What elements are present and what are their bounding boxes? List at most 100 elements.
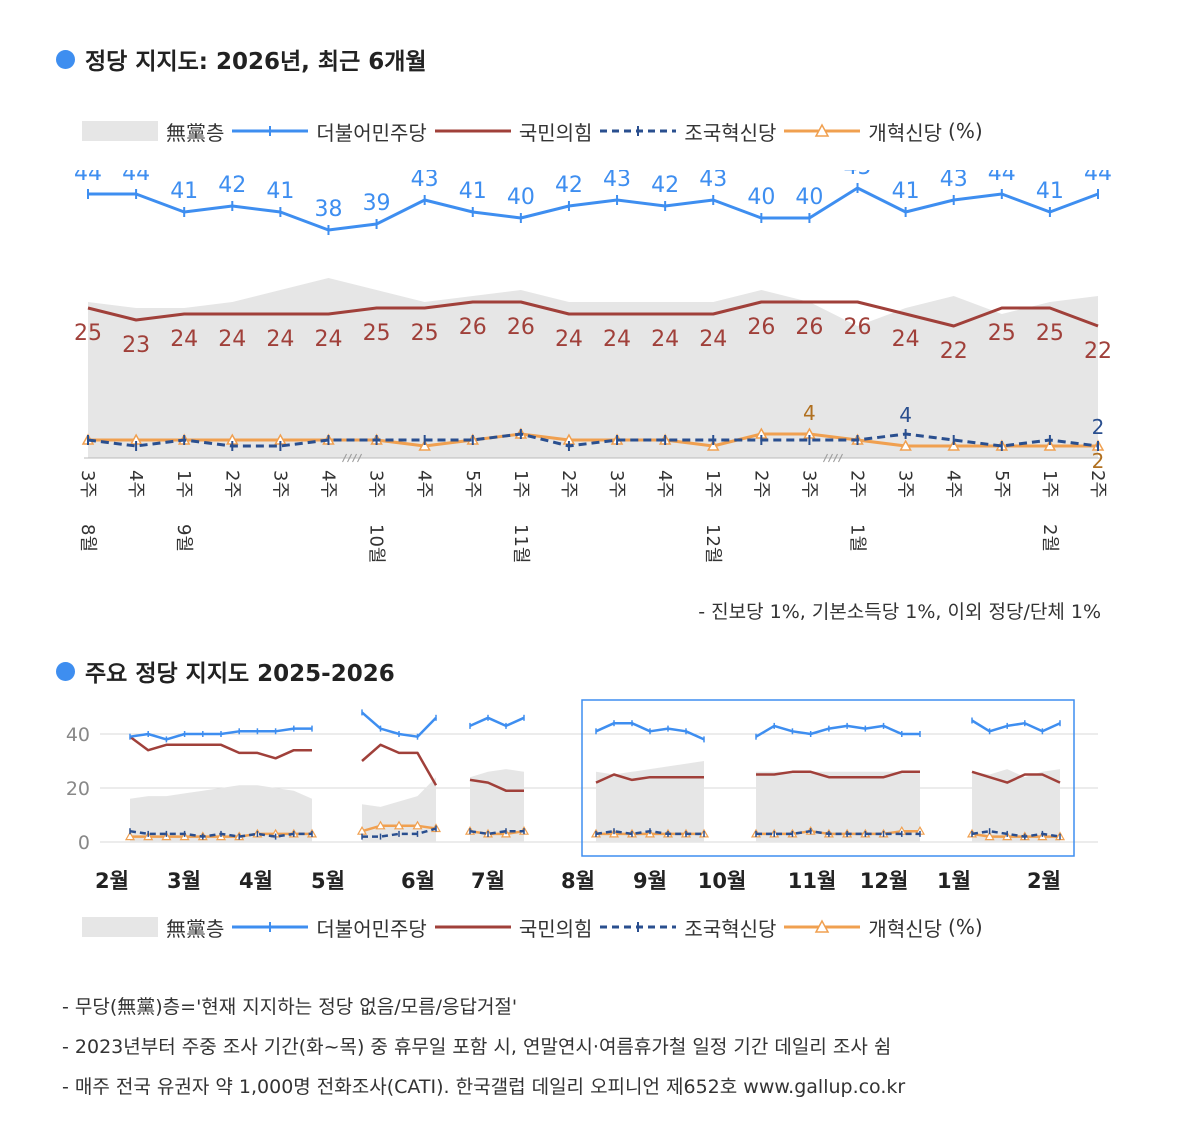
x-tick-label: 2주: [221, 470, 242, 498]
x-month-label: 10월: [366, 524, 387, 563]
x-month-label: 4월: [239, 869, 273, 893]
ppp-value-label: 25: [1036, 321, 1064, 346]
noparty-area: [756, 771, 920, 842]
y-tick-label: 40: [66, 724, 90, 746]
dem-series-line: [469, 716, 525, 728]
x-month-label: 5월: [311, 869, 345, 893]
axis-break-mark: [347, 453, 352, 463]
legend-rebuild: 조국혁신당: [598, 117, 776, 146]
highlight-box: [581, 699, 1075, 857]
rebuild-series-line: [87, 432, 1099, 448]
footnote-1: - 무당(無黨)층='현재 지지하는 정당 없음/모름/응답거절': [62, 996, 518, 1018]
rebuild-series-line: [469, 829, 524, 836]
legend-ppp: 국민의힘: [433, 117, 592, 146]
ppp-value-label: 24: [266, 327, 294, 352]
noparty-swatch-icon: [82, 917, 158, 937]
rebuild-series-line: [971, 829, 1061, 838]
title-bullet-icon: [56, 661, 75, 681]
x-month-label: 10월: [698, 869, 747, 893]
ppp-value-label: 23: [122, 333, 150, 358]
ppp-series-line: [129, 735, 312, 760]
ppp-value-label: 24: [892, 327, 920, 352]
dem-value-label: 41: [170, 179, 198, 204]
axis-break-mark: [357, 453, 362, 463]
ppp-value-label: 26: [507, 315, 535, 340]
x-month-label: 12월: [860, 869, 909, 893]
ppp-value-label: 22: [940, 339, 968, 364]
reform-point: [1043, 439, 1057, 451]
x-month-label: 8월: [77, 524, 98, 552]
x-tick-label: 1주: [702, 470, 723, 498]
x-tick-label: 1주: [173, 470, 194, 498]
ppp-line-icon: [434, 925, 511, 929]
noparty-area: [596, 761, 704, 842]
x-tick-label: 4주: [414, 470, 435, 498]
dem-value-label: 38: [314, 197, 342, 222]
dem-value-label: 42: [218, 173, 246, 198]
axis-break-mark: [828, 453, 833, 463]
reform-value-label: 4: [803, 401, 816, 425]
x-tick-label: 4주: [317, 470, 338, 498]
x-tick-label: 1주: [510, 470, 531, 498]
x-month-label: 3월: [167, 869, 201, 893]
ppp-value-label: 26: [795, 315, 823, 340]
dem-series-line: [971, 719, 1061, 733]
x-month-label: 2월: [1039, 524, 1060, 552]
reform-point: [984, 831, 995, 841]
footnote-3: - 매주 전국 유권자 약 1,000명 전화조사(CATI). 한국갤럽 데일…: [62, 1076, 906, 1098]
ppp-value-label: 24: [218, 327, 246, 352]
dem-value-label: 43: [699, 170, 727, 192]
chart1-legend: 無黨층 더불어민주당 국민의힘 조국혁신당 개혁신당 (%): [82, 116, 989, 146]
axis-break-mark: [352, 453, 357, 463]
axis-break-mark: [838, 453, 843, 463]
x-month-label: 11월: [510, 524, 531, 563]
y-tick-label: 20: [66, 778, 90, 800]
legend-ppp: 국민의힘: [433, 913, 592, 942]
reform-point: [124, 831, 136, 841]
reform-line-icon: [784, 123, 861, 137]
ppp-value-label: 24: [699, 327, 727, 352]
reform-point: [947, 439, 960, 451]
reform-point: [418, 439, 431, 451]
chart2-title-text: 주요 정당 지지도 2025-2026: [85, 661, 395, 687]
legend-noparty: 無黨층: [82, 913, 224, 942]
reform-value-label: 2: [1092, 449, 1105, 473]
x-tick-label: 4주: [943, 470, 964, 498]
reform-point: [706, 439, 720, 451]
footnote-2: - 2023년부터 주중 조사 기간(화~목) 중 휴무일 포함 시, 연말연시…: [62, 1036, 892, 1058]
dem-value-label: 40: [795, 185, 823, 210]
noparty-area: [130, 785, 312, 842]
dem-value-label: 41: [1036, 179, 1064, 204]
dem-value-label: 44: [122, 170, 150, 186]
dem-value-label: 40: [747, 185, 775, 210]
noparty-area: [470, 769, 524, 842]
x-tick-label: 3주: [606, 470, 627, 498]
ppp-series-line: [595, 773, 704, 784]
ppp-series-line: [469, 778, 524, 792]
ppp-series-line: [87, 300, 1099, 328]
legend-rebuild: 조국혁신당: [598, 913, 776, 942]
rebuild-value-label: 2: [1092, 415, 1105, 439]
legend-dem: 더불어민주당: [230, 913, 427, 942]
dem-series-line: [755, 724, 920, 738]
x-tick-label: 3주: [269, 470, 290, 498]
reform-point: [393, 820, 405, 830]
legend-dem: 더불어민주당: [230, 117, 427, 146]
ppp-value-label: 24: [555, 327, 583, 352]
chart2-legend: 無黨층 더불어민주당 국민의힘 조국혁신당 개혁신당 (%): [82, 912, 989, 942]
x-month-label: 11월: [788, 869, 837, 893]
x-tick-label: 2주: [1087, 470, 1108, 498]
dem-value-label: 40: [507, 185, 535, 210]
dem-value-label: 44: [74, 170, 102, 186]
ppp-value-label: 22: [1084, 339, 1112, 364]
ppp-value-label: 26: [459, 315, 487, 340]
x-tick-label: 3주: [798, 470, 819, 498]
x-month-label: 7월: [471, 869, 505, 893]
x-month-label: 6월: [401, 869, 435, 893]
x-tick-label: 4주: [125, 470, 146, 498]
reform-point: [375, 820, 386, 830]
rebuild-series-line: [362, 827, 437, 838]
dem-value-label: 39: [363, 191, 391, 216]
chart1-note: - 진보당 1%, 기본소득당 1%, 이외 정당/단체 1%: [698, 601, 1101, 623]
axis-break-mark: [342, 453, 347, 463]
